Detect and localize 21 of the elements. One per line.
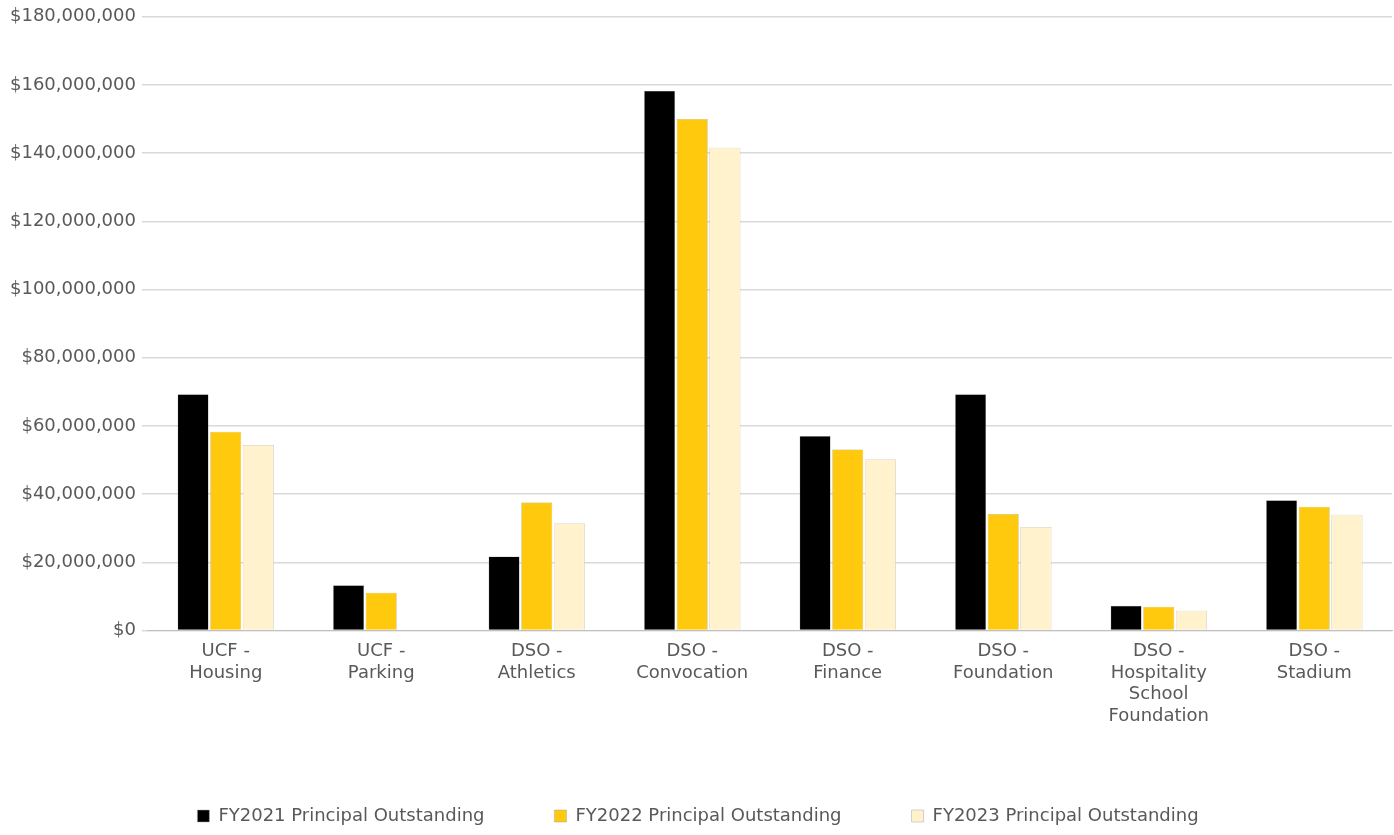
x-tick-label: UCF - Housing	[189, 639, 263, 682]
y-tick-label: $180,000,000	[10, 4, 136, 26]
y-tick-label: $80,000,000	[21, 345, 136, 367]
legend-label: FY2023 Principal Outstanding	[932, 803, 1199, 825]
x-tick-label: DSO - Hospitality School Foundation	[1108, 639, 1209, 725]
y-tick-label: $60,000,000	[21, 413, 136, 435]
x-tick-label: DSO - Stadium	[1276, 639, 1352, 682]
x-tick-label: UCF - Parking	[347, 639, 415, 682]
x-tick-label: DSO - Finance	[813, 639, 883, 682]
legend-label: FY2022 Principal Outstanding	[575, 803, 842, 825]
y-tick-label: $0	[113, 618, 136, 640]
y-tick-label: $140,000,000	[10, 140, 136, 162]
y-tick-label: $100,000,000	[10, 277, 136, 299]
y-tick-label: $40,000,000	[21, 481, 136, 503]
legend-label: FY2021 Principal Outstanding	[218, 803, 485, 825]
y-tick-label: $160,000,000	[10, 72, 136, 94]
y-tick-label: $20,000,000	[21, 550, 136, 572]
x-tick-label: DSO - Convocation	[636, 639, 749, 682]
x-tick-label: DSO - Athletics	[497, 639, 576, 682]
y-tick-label: $120,000,000	[10, 209, 136, 231]
x-tick-label: DSO - Foundation	[953, 639, 1054, 682]
